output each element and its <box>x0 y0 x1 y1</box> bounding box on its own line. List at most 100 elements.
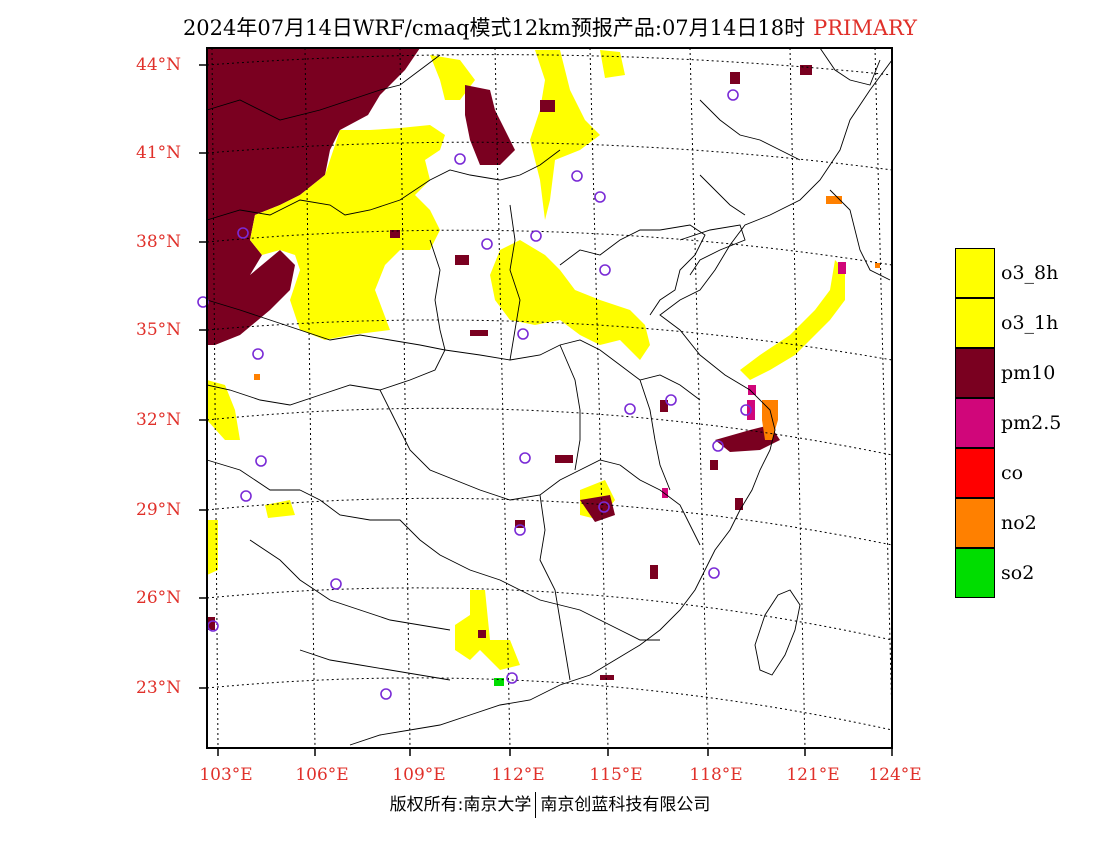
shandong-peninsula <box>679 224 746 276</box>
o3-region-west-edge-2 <box>207 520 218 575</box>
map-title: 2024年07月14日WRF/cmaq模式12km预报产品:07月14日18时 P… <box>0 12 1100 42</box>
station-marker <box>598 501 610 513</box>
pm25-spot-2 <box>838 262 846 274</box>
parallel-29 <box>206 497 893 546</box>
station-marker <box>624 403 636 415</box>
boundary-f <box>559 229 660 266</box>
legend-label: co <box>1001 462 1024 484</box>
boundary-e <box>509 204 521 361</box>
station-marker <box>712 440 724 452</box>
o3-region-south <box>455 590 520 670</box>
meridian-109 <box>399 47 411 749</box>
pm10-spot-4 <box>540 100 555 112</box>
lon-label-115: 115°E <box>589 765 643 785</box>
station-marker <box>380 688 392 700</box>
taiwan-island <box>754 589 801 676</box>
station-marker <box>571 170 583 182</box>
pm10-spot-14 <box>478 630 486 638</box>
station-marker <box>708 567 720 579</box>
pm10-spot-12 <box>660 400 668 412</box>
boundary-k <box>206 459 451 681</box>
pollutant-field <box>207 48 880 686</box>
lat-label-32: 32°N <box>136 410 182 430</box>
legend-label: o3_1h <box>1001 312 1059 334</box>
map-frame <box>206 47 893 749</box>
o3-region-north-east <box>490 240 650 360</box>
pm10-region-coast-shanghai <box>715 425 780 452</box>
station-marker <box>519 452 531 464</box>
lat-label-26: 26°N <box>136 588 182 608</box>
station-marker <box>255 455 267 467</box>
station-marker <box>740 404 752 416</box>
no2-spot-east <box>875 263 880 268</box>
korea-coast <box>829 189 891 281</box>
station-marker <box>506 672 518 684</box>
lon-label-103: 103°E <box>199 765 253 785</box>
pm25-spot-3 <box>748 385 756 395</box>
lat-label-44: 44°N <box>136 55 182 75</box>
coastline <box>349 59 893 746</box>
station-marker <box>237 227 249 239</box>
pm10-region-northwest <box>207 48 420 345</box>
title-tag: PRIMARY <box>813 16 918 40</box>
lon-label-112: 112°E <box>491 765 545 785</box>
lon-label-121: 121°E <box>786 765 840 785</box>
o3-region-top-right <box>600 50 625 78</box>
meridian-103 <box>211 47 219 749</box>
o3-region-top-small <box>430 55 475 100</box>
boundary-m <box>559 344 581 471</box>
station-marker <box>517 328 529 340</box>
station-marker <box>727 89 739 101</box>
pm10-spot-11 <box>730 72 740 84</box>
o3-region-west-small <box>265 500 295 518</box>
station-marker <box>530 230 542 242</box>
boundary-h <box>299 489 660 641</box>
lon-label-106: 106°E <box>295 765 349 785</box>
pm10-spot-1 <box>555 455 573 463</box>
lat-label-23: 23°N <box>136 678 182 698</box>
lat-label-38: 38°N <box>136 232 182 252</box>
lon-label-109: 109°E <box>392 765 446 785</box>
pm10-spot-13 <box>710 460 718 470</box>
station-marker <box>481 238 493 250</box>
boundary-i <box>539 494 571 681</box>
title-main: 2024年07月14日WRF/cmaq模式12km预报产品:07月14日18时 <box>182 16 806 40</box>
legend-swatch <box>955 298 995 348</box>
copyright-owner: 版权所有:南京大学 <box>389 795 532 815</box>
copyright-footer: 版权所有:南京大学 南京创蓝科技有限公司 <box>0 790 1100 818</box>
pm25-spot-4 <box>662 488 668 498</box>
boundary-a <box>206 54 441 121</box>
pm10-spot-6 <box>455 255 469 265</box>
o3-region-coast-east <box>740 260 845 380</box>
boundary-o <box>699 47 881 161</box>
legend-swatch <box>955 498 995 548</box>
lat-label-35: 35°N <box>136 320 182 340</box>
legend-swatch <box>955 448 995 498</box>
boundary-g <box>379 389 621 501</box>
boundary-j <box>619 464 701 546</box>
pm10-spot-5 <box>390 230 400 238</box>
meridian-124 <box>874 47 893 721</box>
station-marker <box>514 524 526 536</box>
parallel-32 <box>206 407 893 456</box>
copyright-company: 南京创蓝科技有限公司 <box>540 795 711 815</box>
meridian-118 <box>689 47 709 749</box>
lat-label-29: 29°N <box>136 500 182 520</box>
legend-label: no2 <box>1001 512 1037 534</box>
pm10-spot-9 <box>600 675 614 680</box>
boundary-c <box>206 239 446 406</box>
province-boundaries <box>206 47 893 746</box>
meridian-115 <box>589 47 609 749</box>
lon-label-124: 124°E <box>868 765 922 785</box>
station-marker <box>594 191 606 203</box>
legend-swatch <box>955 248 995 298</box>
lat-label-41: 41°N <box>136 143 182 163</box>
boundary-b <box>206 149 561 221</box>
parallel-26 <box>206 587 893 641</box>
pm10-spot-8 <box>650 565 658 579</box>
pm10-spot-10 <box>800 65 812 75</box>
no2-spot-west <box>254 374 260 380</box>
parallel-23 <box>206 677 893 731</box>
pm10-spot-2 <box>515 520 525 528</box>
